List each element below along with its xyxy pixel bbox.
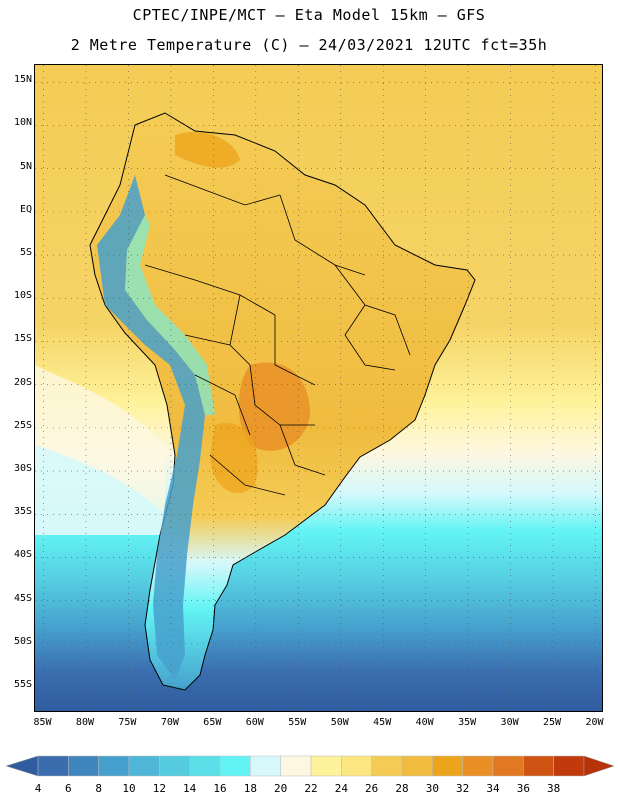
colorbar-tick-label: 4 — [34, 782, 42, 795]
latitude-label: 50S — [13, 635, 32, 647]
colorbar-cell — [128, 755, 160, 777]
colorbar-cell — [523, 755, 554, 777]
colorbar-tick-label: 20 — [274, 782, 288, 795]
colorbar-tick-label: 22 — [304, 782, 318, 795]
latitude-label: 10N — [13, 117, 32, 129]
latitude-label: 15S — [13, 333, 32, 345]
latitude-label: 45S — [13, 592, 32, 604]
colorbar-tick-label: 14 — [183, 782, 197, 795]
colorbar-cell — [98, 755, 130, 777]
longitude-label: 30W — [500, 717, 519, 728]
colorbar-cell — [462, 755, 494, 777]
colorbar-cell — [371, 755, 403, 777]
latitude-label: 5S — [19, 247, 32, 259]
pacific-pale-band — [35, 445, 165, 535]
hot-region-chaco — [210, 423, 258, 494]
map-title-line2: 2 Metre Temperature (C) – 24/03/2021 12U… — [70, 36, 548, 54]
longitude-label: 70W — [160, 717, 179, 728]
temperature-map[interactable] — [34, 64, 603, 712]
colorbar-tick-label: 32 — [456, 782, 470, 795]
longitude-label: 25W — [543, 717, 562, 728]
colorbar-cell — [219, 755, 251, 777]
colorbar-tick-label: 16 — [213, 782, 227, 795]
colorbar-tick-label: 18 — [243, 782, 257, 795]
hot-region-center — [238, 362, 310, 451]
colorbar-tick-label: 8 — [95, 782, 102, 795]
latitude-label: 25S — [13, 419, 32, 431]
colorbar-cell — [159, 755, 190, 777]
latitude-label: 35S — [13, 506, 32, 518]
colorbar-tick-label: 36 — [516, 782, 530, 795]
colorbar-tick-label: 28 — [395, 782, 409, 795]
latitude-label: 20S — [13, 376, 32, 388]
colorbar-tick-label: 24 — [334, 782, 348, 795]
colorbar-cell — [432, 755, 463, 777]
colorbar-tick-label: 30 — [425, 782, 439, 795]
longitude-label: 20W — [585, 717, 604, 728]
latitude-label: 55S — [13, 679, 32, 691]
colorbar-cell — [189, 755, 221, 777]
colorbar-tick-label: 10 — [122, 782, 136, 795]
latitude-label: EQ — [19, 203, 32, 215]
longitude-label: 35W — [458, 717, 477, 728]
colorbar-tick-label: 38 — [547, 782, 561, 795]
temperature-colorbar — [5, 755, 615, 777]
colorbar-cell — [68, 755, 99, 777]
country-borders — [144, 174, 411, 496]
andes-cold-strip — [97, 175, 205, 680]
longitude-label: 45W — [373, 717, 392, 728]
longitude-label: 80W — [75, 717, 94, 728]
colorbar-tick-label: 34 — [486, 782, 500, 795]
latitude-label: 30S — [13, 463, 32, 475]
colorbar-cell — [250, 755, 281, 777]
colorbar-tick-label: 12 — [152, 782, 166, 795]
latitude-label: 5N — [19, 160, 32, 172]
hot-region-north — [175, 131, 240, 168]
colorbar-cell — [401, 755, 433, 777]
longitude-label: 85W — [33, 717, 52, 728]
colorbar-over-arrow — [583, 755, 615, 777]
colorbar-cell — [37, 755, 69, 777]
lat-lon-grid — [35, 65, 602, 711]
andes-cyan-edge — [125, 215, 215, 415]
colorbar-cell — [280, 755, 312, 777]
colorbar-cell — [553, 755, 585, 777]
colorbar-cell — [310, 755, 342, 777]
longitude-label: 55W — [288, 717, 307, 728]
longitude-label: 60W — [245, 717, 264, 728]
colorbar-under-arrow — [5, 755, 39, 777]
map-title-line1: CPTEC/INPE/MCT – Eta Model 15km – GFS — [132, 6, 486, 24]
latitude-label: 15N — [13, 74, 32, 86]
longitude-label: 75W — [118, 717, 137, 728]
colorbar-tick-label: 6 — [65, 782, 72, 795]
latitude-label: 40S — [13, 549, 32, 561]
latitude-label: 10S — [13, 290, 32, 302]
colorbar-cell — [341, 755, 372, 777]
longitude-label: 40W — [415, 717, 434, 728]
colorbar-tick-label: 26 — [365, 782, 379, 795]
colorbar-cell — [492, 755, 524, 777]
longitude-label: 50W — [330, 717, 349, 728]
longitude-label: 65W — [203, 717, 222, 728]
